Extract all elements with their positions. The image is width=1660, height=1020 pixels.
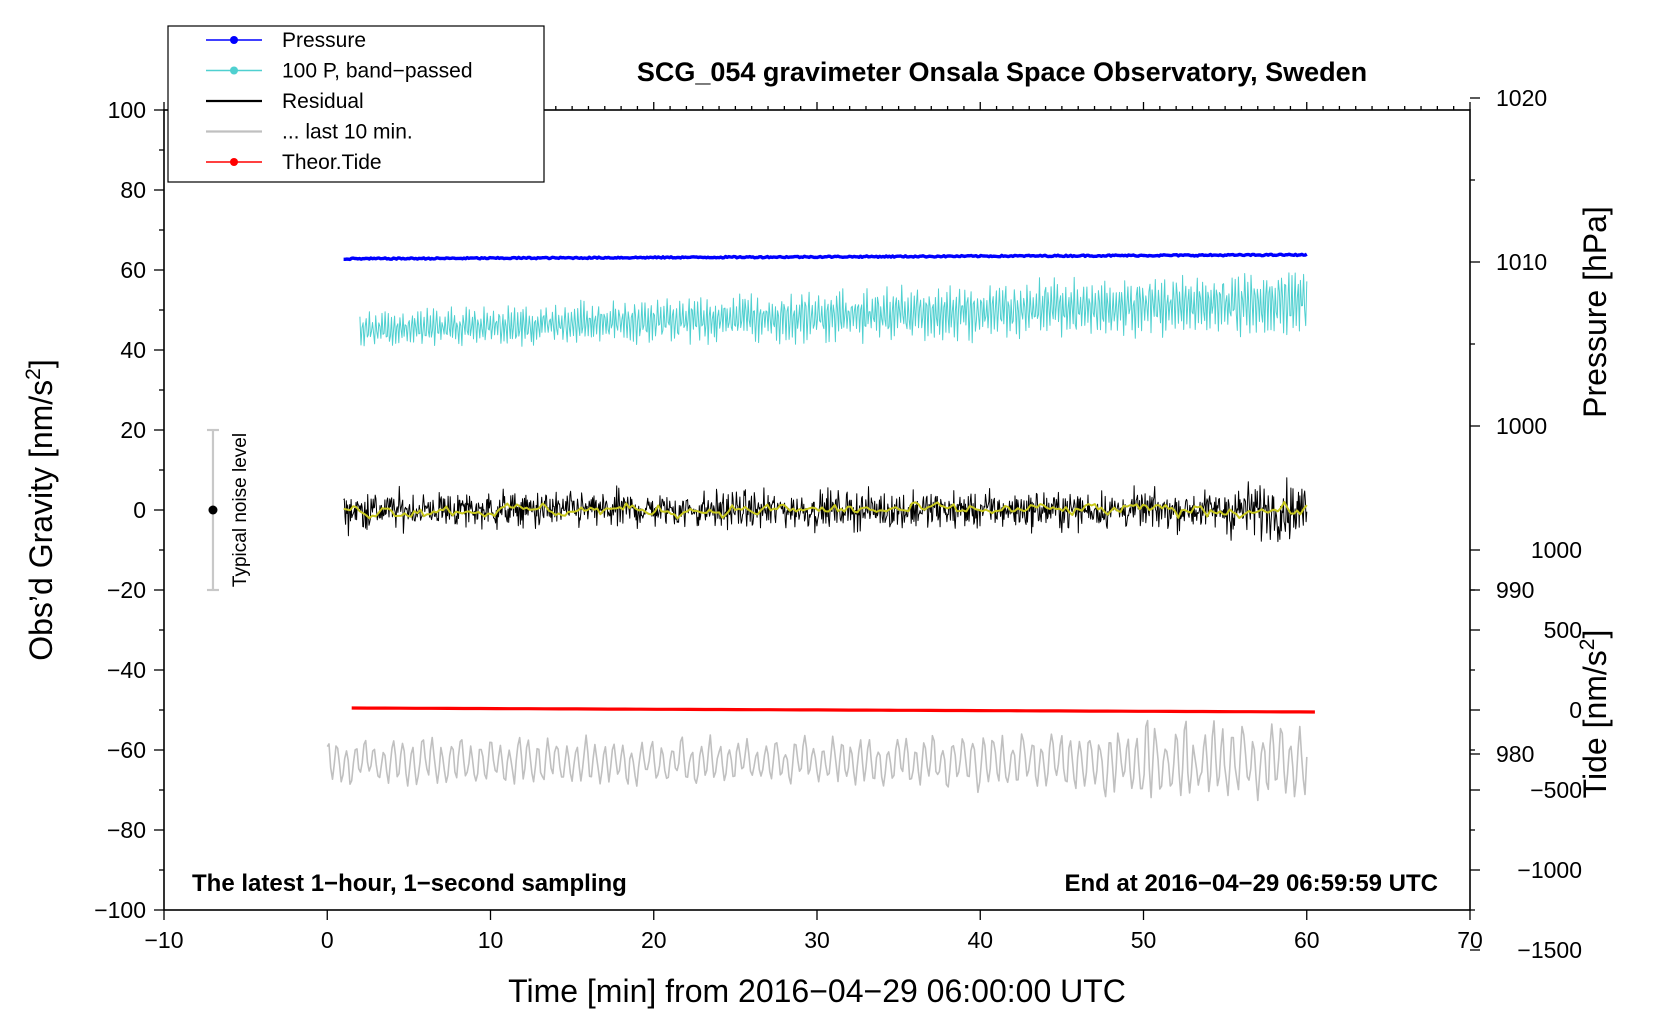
y-axis-label-tide-text: Tide [nm/s (1577, 650, 1613, 798)
legend-label: Theor.Tide (282, 151, 382, 174)
x-tick-label: 70 (1457, 927, 1483, 953)
y-tick-label-left: −60 (107, 737, 146, 763)
x-tick-label: 40 (967, 927, 993, 953)
series-running-mean (343, 500, 1308, 520)
y-tick-label-left: 80 (120, 177, 146, 203)
series-last-10-min (326, 719, 1308, 802)
pressure-tick-label: 1020 (1496, 85, 1547, 111)
tide-tick-label: 500 (1544, 617, 1582, 643)
x-axis-label: Time [min] from 2016−04−29 06:00:00 UTC (508, 973, 1126, 1009)
series-band-passed (359, 272, 1308, 347)
annotation-right: End at 2016−04−29 06:59:59 UTC (1064, 870, 1438, 897)
x-tick-label: 50 (1131, 927, 1157, 953)
y-axis-label-tide-sup: 2 (1576, 639, 1599, 651)
y-tick-label-left: 100 (108, 97, 146, 123)
y-axis-label-pressure: Pressure [hPa] (1577, 206, 1613, 418)
x-tick-label: 0 (321, 927, 334, 953)
noise-bar-label: Typical noise level (230, 433, 251, 587)
y-tick-label-left: 60 (120, 257, 146, 283)
y-tick-label-left: −40 (107, 657, 146, 683)
x-tick-label: 10 (478, 927, 504, 953)
y-tick-label-left: −80 (107, 817, 146, 843)
y-axis-label-left-text: Obs’d Gravity [nm/s (23, 380, 59, 661)
tide-tick-label: −1000 (1517, 857, 1582, 883)
pressure-tick-label: 1000 (1496, 413, 1547, 439)
x-tick-label: −10 (144, 927, 183, 953)
y-axis-label-tide: Tide [nm/s2] (1576, 630, 1613, 799)
legend: Pressure 100 P, band−passed Residual ... la… (167, 25, 545, 183)
tide-tick-label: −1500 (1517, 937, 1582, 963)
y-axis-label-left: Obs’d Gravity [nm/s2] (22, 359, 59, 661)
noise-bar-center (208, 505, 218, 515)
pressure-tick-label: 990 (1496, 577, 1534, 603)
legend-label: Pressure (282, 29, 366, 52)
series-layer (326, 252, 1315, 802)
pressure-tick-label: 980 (1496, 741, 1534, 767)
legend-box (167, 25, 545, 183)
legend-label: ... last 10 min. (282, 121, 413, 144)
x-tick-label: 30 (804, 927, 830, 953)
legend-label: 100 P, band−passed (282, 60, 473, 83)
tide-tick-label: 0 (1569, 697, 1582, 723)
y-axis-label-left-sup: 2 (22, 368, 45, 380)
series-theor-tide (351, 706, 1315, 714)
ticks-layer: −10 0 10 20 30 40 50 60 70100806040200−20−40−60−… (94, 85, 1582, 963)
series-residual (343, 477, 1308, 543)
legend-marker (230, 36, 238, 44)
tide-tick-label: −500 (1530, 777, 1582, 803)
y-tick-label-left: −20 (107, 577, 146, 603)
y-axis-label-left-end: ] (23, 359, 59, 368)
x-tick-label: 20 (641, 927, 667, 953)
y-tick-label-left: −100 (94, 897, 146, 923)
y-tick-label-left: 0 (133, 497, 146, 523)
x-tick-label: 60 (1294, 927, 1320, 953)
legend-marker (230, 158, 238, 166)
pressure-tick-label: 1010 (1496, 249, 1547, 275)
tide-tick-label: 1000 (1531, 537, 1582, 563)
y-tick-label-left: 20 (120, 417, 146, 443)
chart-title: SCG_054 gravimeter Onsala Space Observat… (637, 57, 1367, 87)
y-axis-label-tide-end: ] (1577, 630, 1613, 639)
noise-bar: Typical noise level (206, 428, 251, 592)
series-pressure (343, 252, 1308, 262)
y-tick-label-left: 40 (120, 337, 146, 363)
annotation-left: The latest 1−hour, 1−second sampling (192, 870, 627, 897)
legend-marker (230, 66, 238, 75)
legend-label: Residual (282, 90, 364, 113)
